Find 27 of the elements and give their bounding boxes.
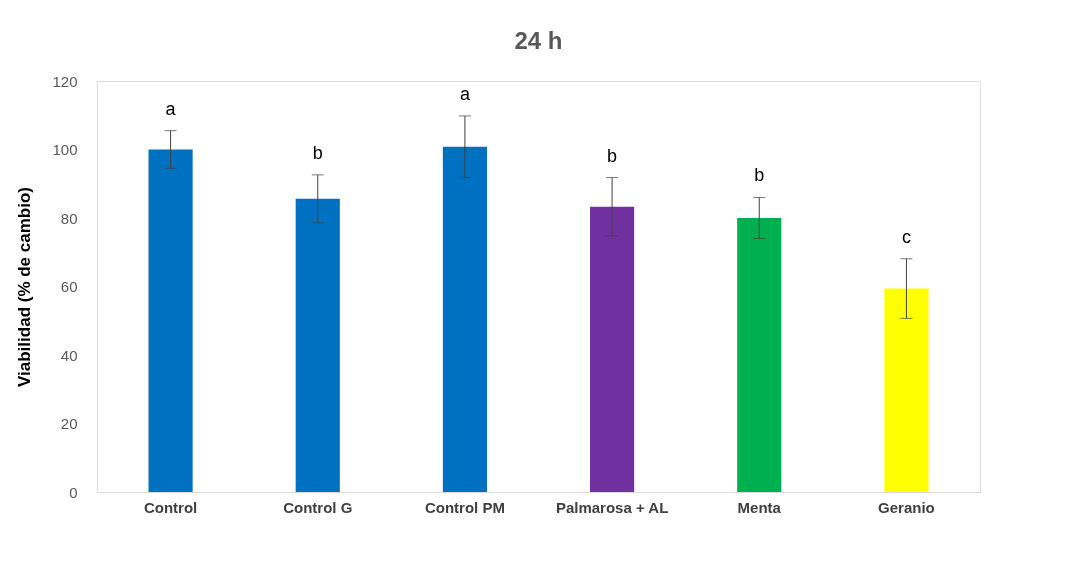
y-tick-label: 120: [52, 72, 78, 90]
bar: [590, 206, 635, 492]
y-tick-label: 60: [60, 278, 78, 295]
y-axis-title: Viabilidad (% de cambio): [15, 187, 35, 387]
y-tick-label: 80: [60, 209, 78, 227]
bar: [442, 146, 487, 492]
bar: [884, 288, 929, 492]
annotation: c: [901, 226, 911, 247]
x-tick-label: Menta: [737, 498, 782, 516]
bar: [737, 218, 782, 492]
y-tick-label: 0: [69, 483, 78, 501]
y-tick-label: 100: [52, 141, 78, 158]
annotation: a: [165, 98, 177, 119]
annotation: b: [607, 145, 618, 166]
chart-title: 24 h: [514, 27, 563, 54]
annotation: b: [754, 165, 765, 186]
x-tick-label: Control: [143, 498, 198, 516]
x-tick-label: Control PM: [424, 498, 505, 516]
annotation: b: [312, 142, 323, 163]
x-tick-label: Control G: [283, 498, 353, 516]
x-tick-label: Geranio: [878, 498, 935, 516]
annotation: a: [459, 83, 471, 104]
bar: [148, 149, 193, 492]
x-tick-label: Palmarosa + AL: [555, 498, 669, 516]
y-tick-label: 40: [60, 346, 78, 364]
bar: [295, 198, 340, 492]
y-tick-label: 20: [60, 415, 78, 432]
